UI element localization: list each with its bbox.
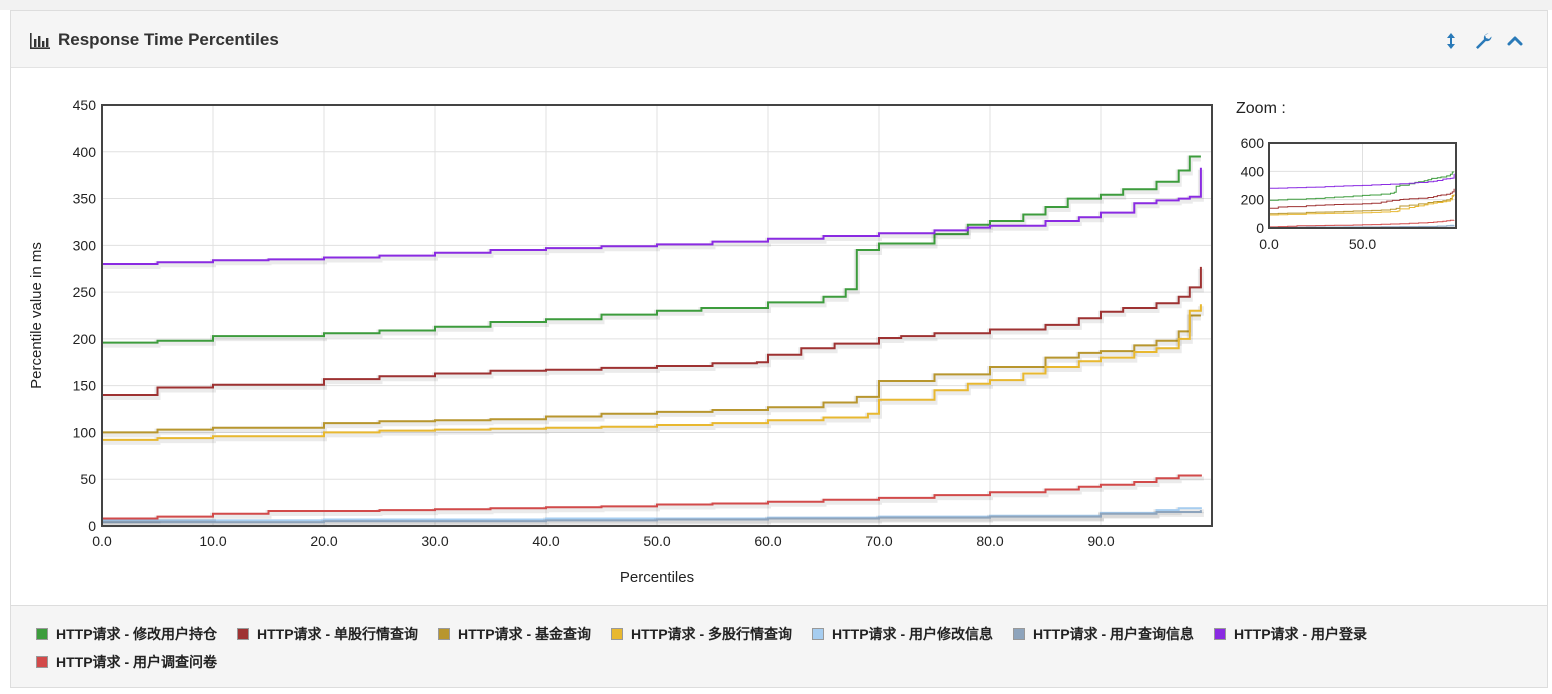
legend-swatch <box>812 628 824 640</box>
y-tick-label: 150 <box>73 378 97 394</box>
zoom-y-tick-label: 200 <box>1241 192 1265 208</box>
legend-item[interactable]: HTTP请求 - 用户修改信息 <box>812 620 993 648</box>
legend-label: HTTP请求 - 修改用户持仓 <box>56 626 217 642</box>
x-tick-label: 40.0 <box>532 533 559 549</box>
bar-chart-icon <box>30 33 50 49</box>
legend-items: HTTP请求 - 修改用户持仓 HTTP请求 - 单股行情查询 HTTP请求 - 基… <box>36 620 1516 676</box>
y-tick-label: 350 <box>73 191 97 207</box>
main-series-lines <box>102 155 1204 528</box>
zoom-series-line <box>1269 171 1455 201</box>
legend-item[interactable]: HTTP请求 - 多股行情查询 <box>611 620 792 648</box>
legend-swatch <box>237 628 249 640</box>
response-time-percentiles-panel: Response Time Percentiles 0.0 10.0 20.0 30.… <box>10 10 1548 688</box>
zoom-x-tick-label: 50.0 <box>1349 236 1376 252</box>
panel-title: Response Time Percentiles <box>58 30 279 49</box>
series-line[interactable] <box>102 474 1202 520</box>
legend-swatch <box>1214 628 1226 640</box>
chevron-up-icon[interactable] <box>1505 31 1525 51</box>
legend-label: HTTP请求 - 多股行情查询 <box>631 626 792 642</box>
zoom-y-tick-label: 400 <box>1241 163 1265 179</box>
zoom-series-line <box>1269 173 1455 189</box>
series-line-shadow <box>102 155 1201 348</box>
series-line[interactable] <box>102 304 1202 441</box>
series-line[interactable] <box>102 266 1202 396</box>
wrench-icon[interactable] <box>1473 31 1493 51</box>
zoom-y-tick-label: 0 <box>1256 220 1264 236</box>
legend-swatch <box>1013 628 1025 640</box>
x-tick-label: 80.0 <box>976 533 1003 549</box>
legend-item[interactable]: HTTP请求 - 用户登录 <box>1214 620 1367 648</box>
zoom-series-line <box>1269 219 1455 228</box>
zoom-series-line <box>1269 194 1455 216</box>
zoom-label: Zoom : <box>1236 100 1286 117</box>
legend-swatch <box>438 628 450 640</box>
x-tick-label: 70.0 <box>865 533 892 549</box>
arrows-vertical-icon[interactable] <box>1441 31 1461 51</box>
legend-item[interactable]: HTTP请求 - 用户调查问卷 <box>36 648 217 676</box>
zoom-y-tick-label: 600 <box>1241 135 1265 151</box>
legend-label: HTTP请求 - 用户登录 <box>1234 626 1367 642</box>
zoom-x-tick-label: 0.0 <box>1259 236 1279 252</box>
series-line[interactable] <box>102 155 1201 344</box>
series-line[interactable] <box>102 314 1201 434</box>
x-tick-label: 30.0 <box>421 533 448 549</box>
y-tick-label: 200 <box>73 331 97 347</box>
y-tick-label: 450 <box>73 97 97 113</box>
y-tick-label: 250 <box>73 284 97 300</box>
legend-label: HTTP请求 - 用户修改信息 <box>832 626 993 642</box>
x-axis-label: Percentiles <box>620 569 694 586</box>
legend-label: HTTP请求 - 单股行情查询 <box>257 626 418 642</box>
legend-item[interactable]: HTTP请求 - 修改用户持仓 <box>36 620 217 648</box>
page-top-band <box>0 0 1552 10</box>
y-tick-label: 100 <box>73 424 97 440</box>
series-line[interactable] <box>102 167 1202 265</box>
legend-swatch <box>611 628 623 640</box>
main-plot-frame[interactable] <box>101 104 1213 527</box>
chart-svg: 0.0 10.0 20.0 30.0 40.0 50.0 60.0 70.0 80.0 90.0 0… <box>28 97 1457 586</box>
y-tick-label: 400 <box>73 144 97 160</box>
legend: HTTP请求 - 修改用户持仓 HTTP请求 - 单股行情查询 HTTP请求 - 基… <box>11 605 1547 687</box>
legend-item[interactable]: HTTP请求 - 单股行情查询 <box>237 620 418 648</box>
zoom-series-line <box>1269 188 1455 209</box>
series-line-shadow <box>102 474 1204 524</box>
zoom-overview-frame[interactable] <box>1268 142 1457 229</box>
series-line[interactable] <box>102 510 1202 524</box>
legend-item[interactable]: HTTP请求 - 基金查询 <box>438 620 591 648</box>
legend-swatch <box>36 628 48 640</box>
main-tick-labels: 0.0 10.0 20.0 30.0 40.0 50.0 60.0 70.0 80.0 90.0 0… <box>73 97 1115 549</box>
y-tick-label: 50 <box>80 471 96 487</box>
x-tick-label: 0.0 <box>92 533 112 549</box>
zoom-tick-labels: 0 200 400 600 0.0 50.0 <box>1241 135 1377 252</box>
y-tick-label: 300 <box>73 237 97 253</box>
legend-label: HTTP请求 - 用户调查问卷 <box>56 654 217 670</box>
y-tick-label: 0 <box>88 518 96 534</box>
legend-label: HTTP请求 - 基金查询 <box>458 626 591 642</box>
chart-area: 0.0 10.0 20.0 30.0 40.0 50.0 60.0 70.0 80.0 90.0 0… <box>11 68 1547 605</box>
legend-label: HTTP请求 - 用户查询信息 <box>1033 626 1194 642</box>
x-tick-label: 10.0 <box>199 533 226 549</box>
legend-swatch <box>36 656 48 668</box>
panel-heading: Response Time Percentiles <box>11 11 1547 68</box>
x-tick-label: 90.0 <box>1087 533 1114 549</box>
x-tick-label: 60.0 <box>754 533 781 549</box>
x-tick-label: 20.0 <box>310 533 337 549</box>
x-tick-label: 50.0 <box>643 533 670 549</box>
legend-item[interactable]: HTTP请求 - 用户查询信息 <box>1013 620 1194 648</box>
y-axis-label: Percentile value in ms <box>28 242 45 389</box>
